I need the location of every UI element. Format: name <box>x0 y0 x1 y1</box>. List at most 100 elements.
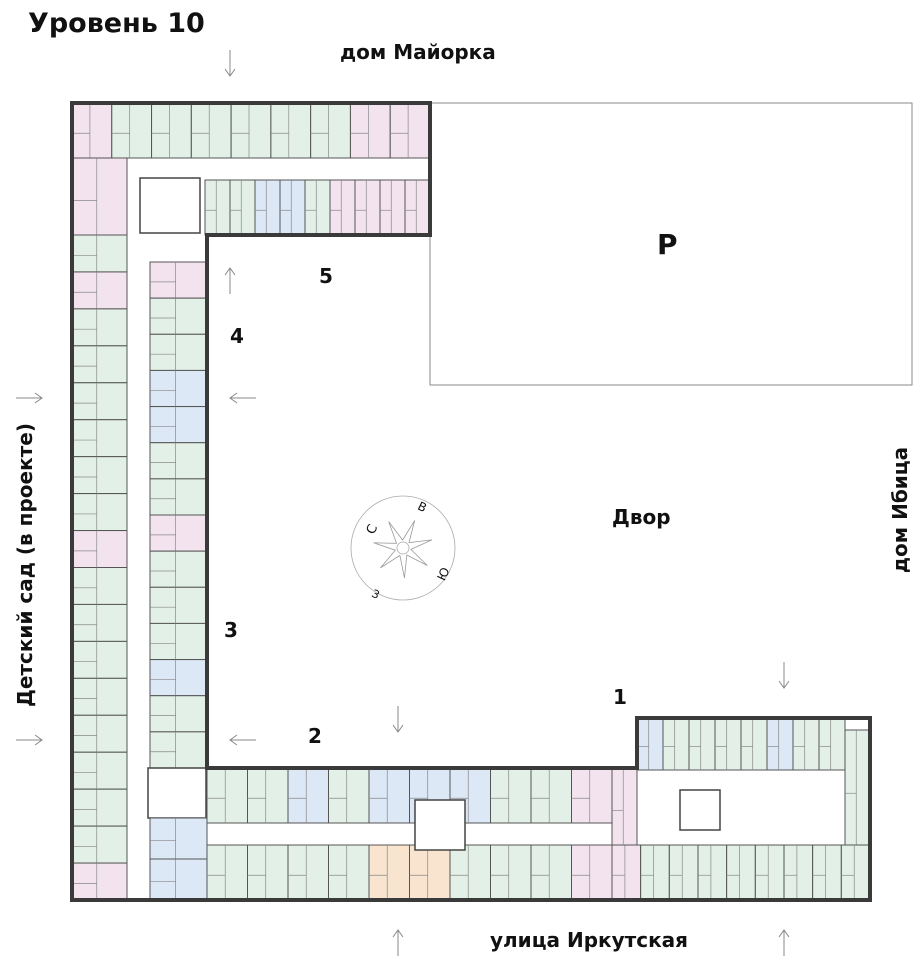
apartment <box>697 844 728 901</box>
entrance-arrow-icon <box>229 392 256 404</box>
entrance-arrow-icon <box>392 706 404 733</box>
apartment <box>71 788 128 827</box>
apartment <box>206 767 248 824</box>
apartment <box>571 767 613 824</box>
apartment <box>328 844 370 901</box>
apartment <box>149 442 208 480</box>
apartment <box>688 717 716 771</box>
apartment <box>71 603 128 642</box>
apartment <box>611 767 638 846</box>
apartment <box>71 419 128 458</box>
entrance-arrow-icon <box>224 50 236 77</box>
apartment <box>328 767 370 824</box>
compass-center <box>396 541 410 555</box>
apartment <box>149 817 208 860</box>
apartment <box>254 179 281 236</box>
apartment <box>71 157 128 236</box>
exterior-wall <box>70 101 872 902</box>
apartment <box>149 550 208 588</box>
apartment <box>304 179 331 236</box>
apartment <box>740 717 768 771</box>
apartment <box>287 767 329 824</box>
label-courtyard: Двор <box>612 505 671 529</box>
apartment <box>71 382 128 421</box>
apartment <box>71 308 128 347</box>
apartment <box>368 767 410 824</box>
stairwell <box>679 789 721 831</box>
apartment <box>71 862 128 901</box>
apartment <box>71 102 113 159</box>
apartment <box>71 751 128 790</box>
apartment <box>149 731 208 769</box>
apartment <box>149 369 208 408</box>
apartment <box>287 844 329 901</box>
apartment <box>149 333 208 371</box>
entrance-arrow-icon <box>224 267 236 294</box>
label-north-building: дом Майорка <box>340 40 496 64</box>
apartment <box>247 844 289 901</box>
apartment <box>71 345 128 384</box>
apartment <box>530 767 572 824</box>
apartment <box>71 530 128 568</box>
apartment <box>530 844 572 901</box>
apartment <box>230 102 272 159</box>
apartment <box>71 714 128 753</box>
apartment <box>818 717 846 771</box>
apartment <box>149 858 208 901</box>
apartment <box>571 844 613 901</box>
apartment <box>149 297 208 335</box>
apartment <box>766 717 794 771</box>
apartment <box>640 844 670 901</box>
stairwell <box>147 767 207 819</box>
entrance-arrow-icon <box>392 929 404 956</box>
apartment <box>71 493 128 532</box>
apartment <box>636 717 664 771</box>
parking-label: P <box>657 228 678 261</box>
section-number: 4 <box>230 324 244 348</box>
apartment <box>404 179 431 236</box>
apartment <box>409 844 451 901</box>
stairwell <box>139 177 201 234</box>
apartment <box>247 767 289 824</box>
apartment <box>149 261 208 299</box>
apartment <box>792 717 820 771</box>
section-number: 1 <box>613 685 627 709</box>
apartment <box>840 844 871 901</box>
label-street: улица Иркутская <box>490 928 689 952</box>
apartment <box>844 729 871 846</box>
apartment <box>368 844 410 901</box>
apartment <box>149 586 208 624</box>
apartment <box>270 102 312 159</box>
apartment <box>71 825 128 864</box>
entrance-arrow-icon <box>229 734 256 746</box>
apartment <box>349 102 391 159</box>
apartment <box>714 717 742 771</box>
apartment <box>111 102 153 159</box>
label-kindergarten: Детский сад (в проекте) <box>13 423 37 707</box>
apartment <box>71 567 128 605</box>
apartment <box>149 478 208 516</box>
apartment <box>490 844 532 901</box>
apartment <box>229 179 256 236</box>
section-number: 5 <box>319 264 333 288</box>
apartment <box>389 102 431 159</box>
apartment <box>279 179 306 236</box>
apartment <box>662 717 690 771</box>
apartment <box>149 695 208 733</box>
apartment <box>329 179 356 236</box>
apartment <box>449 844 491 901</box>
apartment <box>149 514 208 552</box>
compass-ring <box>350 495 456 601</box>
section-number: 2 <box>308 724 322 748</box>
apartment <box>149 622 208 661</box>
apartment <box>490 767 532 824</box>
apartment <box>71 456 128 495</box>
apartment <box>204 179 231 236</box>
apartment <box>379 179 406 236</box>
parking-area <box>429 102 913 386</box>
apartment <box>71 640 128 679</box>
entrance-arrow-icon <box>16 734 43 746</box>
apartment <box>151 102 192 159</box>
apartment <box>726 844 756 901</box>
